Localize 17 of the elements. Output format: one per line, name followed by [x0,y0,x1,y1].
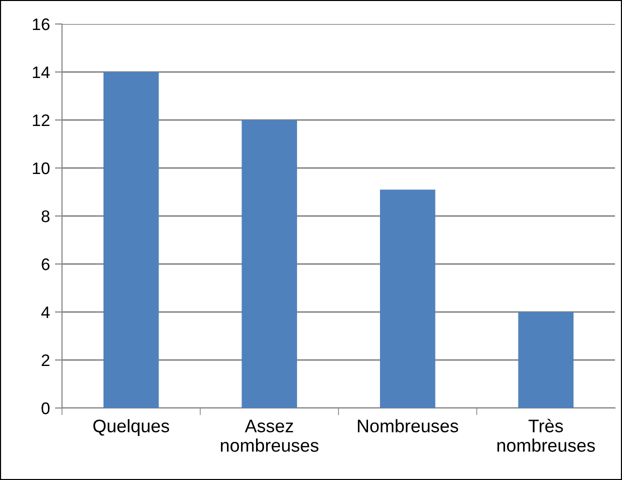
y-tick-label: 14 [32,66,50,78]
bar [103,72,159,408]
y-tick-label: 12 [32,114,50,126]
y-tick-label: 16 [32,18,50,30]
bar [380,190,436,408]
y-tick-label: 6 [42,258,50,270]
bar [518,312,574,408]
bar [242,120,298,408]
y-tick-label: 0 [42,402,50,414]
y-tick-label: 4 [41,306,50,318]
x-tick-label: Assez nombreuses [220,420,318,452]
y-tick-label: 8 [42,210,50,222]
y-tick-label: 10 [32,162,50,174]
y-tick-label: 2 [42,354,50,366]
x-tick-label: Très nombreuses [497,418,595,452]
x-tick-label: Quelques [93,419,170,436]
x-tick-label: Nombreuses [358,419,458,432]
